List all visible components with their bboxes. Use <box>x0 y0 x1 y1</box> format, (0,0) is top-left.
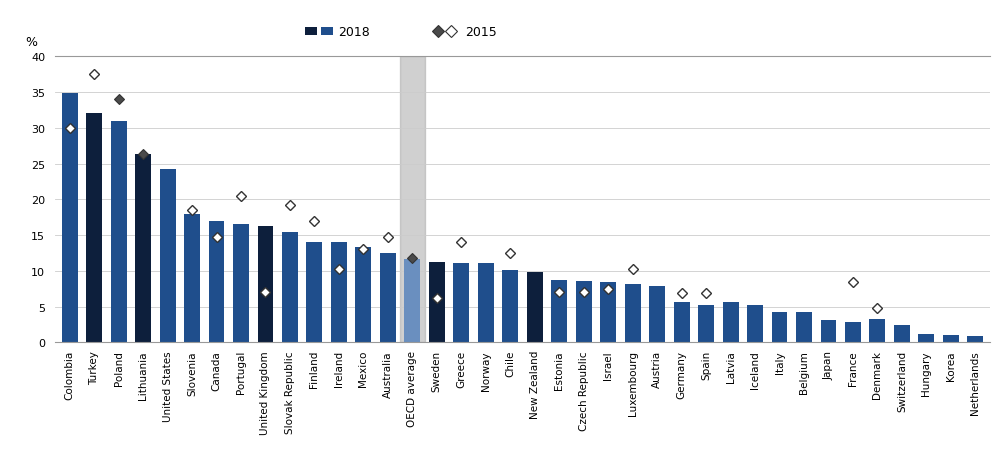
Bar <box>551 281 567 343</box>
Bar <box>258 227 273 343</box>
Bar <box>698 305 714 343</box>
Bar <box>453 264 469 343</box>
Bar <box>62 94 78 343</box>
Legend: 2018, 2015: 2018, 2015 <box>305 26 496 39</box>
Bar <box>943 336 959 343</box>
Bar <box>821 320 836 343</box>
Bar <box>429 262 445 343</box>
Bar <box>967 336 983 343</box>
Bar <box>845 323 861 343</box>
Bar <box>306 242 322 343</box>
Bar <box>184 214 200 343</box>
Bar <box>576 281 592 343</box>
Bar <box>380 253 396 343</box>
Bar <box>355 248 371 343</box>
Bar <box>527 272 543 343</box>
Bar <box>233 225 249 343</box>
Bar <box>478 264 494 343</box>
Bar <box>160 170 176 343</box>
Bar <box>404 259 420 343</box>
Bar <box>502 270 518 343</box>
Bar <box>331 243 347 343</box>
Bar <box>625 285 641 343</box>
Bar <box>209 221 224 343</box>
Bar <box>747 306 763 343</box>
Bar <box>894 325 910 343</box>
Bar <box>796 313 812 343</box>
Bar <box>649 286 665 343</box>
Bar <box>135 155 151 343</box>
Bar <box>723 303 739 343</box>
Bar <box>674 303 690 343</box>
Y-axis label: %: % <box>26 36 38 49</box>
Bar <box>772 312 787 343</box>
Bar <box>918 334 934 343</box>
Bar <box>86 114 102 343</box>
Bar <box>111 121 127 343</box>
Bar <box>282 233 298 343</box>
Bar <box>869 319 885 343</box>
Bar <box>600 283 616 343</box>
Bar <box>400 57 425 343</box>
